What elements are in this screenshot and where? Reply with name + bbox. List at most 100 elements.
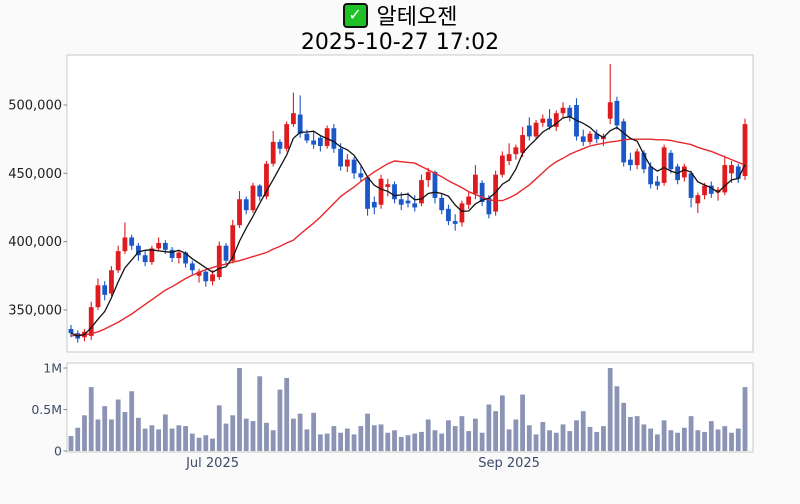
volume-bar bbox=[493, 411, 499, 451]
candle-up bbox=[661, 147, 667, 183]
stock-title: 알테오젠 bbox=[376, 5, 458, 30]
candle-up bbox=[742, 124, 748, 177]
candle-down bbox=[183, 252, 188, 264]
volume-tick-label: 0 bbox=[54, 444, 62, 459]
candle-down bbox=[311, 140, 317, 145]
price-axis-labels: 500,000 450,000 400,000 350,000 bbox=[8, 99, 67, 318]
volume-bar bbox=[95, 419, 101, 451]
candle-up bbox=[95, 285, 101, 308]
volume-bar bbox=[102, 406, 108, 451]
candle-up bbox=[681, 166, 687, 178]
volume-bar bbox=[284, 377, 290, 451]
candle-down bbox=[439, 197, 445, 211]
volume-bar bbox=[553, 432, 559, 451]
volume-bar bbox=[392, 430, 397, 451]
candle-up bbox=[291, 113, 296, 125]
candle-up bbox=[499, 155, 505, 175]
volume-bar bbox=[264, 422, 269, 451]
candle-down bbox=[317, 137, 323, 146]
candle-up bbox=[466, 196, 472, 205]
volume-bar bbox=[439, 433, 445, 451]
volume-bar bbox=[695, 430, 701, 451]
date-tick-label: Jul 2025 bbox=[185, 456, 239, 471]
volume-bar bbox=[68, 436, 74, 451]
candle-down bbox=[432, 171, 438, 198]
volume-bar bbox=[257, 376, 263, 451]
candle-down bbox=[648, 166, 654, 185]
volume-bar bbox=[594, 431, 600, 451]
volume-bar bbox=[526, 425, 532, 451]
candle-down bbox=[68, 329, 74, 334]
candle-down bbox=[297, 114, 303, 134]
candle-up bbox=[587, 133, 593, 142]
volume-bar bbox=[466, 431, 472, 451]
candle-up bbox=[425, 171, 431, 181]
volume-bar bbox=[88, 387, 94, 451]
volume-bar bbox=[587, 426, 593, 451]
volume-bar bbox=[338, 432, 343, 451]
volume-bar bbox=[681, 427, 687, 451]
volume-bar bbox=[486, 404, 492, 451]
volume-bar bbox=[520, 394, 525, 451]
candle-down bbox=[304, 133, 310, 141]
ma-short-path bbox=[70, 116, 746, 337]
ma-short-line bbox=[70, 116, 746, 337]
price-tick-label: 350,000 bbox=[8, 303, 62, 318]
candle-up bbox=[540, 118, 546, 123]
volume-bar bbox=[702, 431, 707, 451]
volume-bar bbox=[311, 412, 317, 451]
price-plot-area bbox=[66, 54, 754, 353]
volume-bar bbox=[109, 419, 114, 451]
candle-up bbox=[230, 225, 236, 261]
volume-bar bbox=[661, 420, 667, 451]
candle-down bbox=[708, 185, 714, 194]
volume-bar bbox=[297, 413, 303, 451]
price-tick-label: 400,000 bbox=[8, 235, 62, 250]
candle-down bbox=[641, 152, 647, 170]
candle-up bbox=[344, 159, 350, 167]
candle-up bbox=[210, 274, 215, 282]
volume-bar bbox=[412, 433, 418, 451]
volume-bar bbox=[142, 428, 148, 451]
volume-bar bbox=[344, 428, 350, 451]
candle-down bbox=[547, 118, 552, 127]
candle-up bbox=[513, 147, 519, 155]
volume-bar bbox=[365, 413, 370, 451]
volume-bar bbox=[216, 405, 222, 451]
volume-bar bbox=[270, 430, 276, 451]
candle-down bbox=[398, 199, 404, 205]
volume-bar bbox=[607, 368, 613, 451]
candle-up bbox=[553, 113, 559, 127]
volume-bar bbox=[189, 433, 195, 451]
volume-tick-label: 1M bbox=[43, 361, 62, 376]
candle-down bbox=[189, 263, 195, 271]
candle-up bbox=[473, 174, 478, 194]
candlesticks bbox=[68, 64, 748, 343]
volume-bar bbox=[688, 416, 694, 451]
volume-bar bbox=[82, 415, 87, 451]
volume-bar bbox=[156, 429, 162, 451]
candle-down bbox=[102, 285, 108, 295]
candle-down bbox=[594, 133, 600, 140]
volume-bar bbox=[735, 428, 741, 451]
candle-down bbox=[243, 199, 249, 211]
candle-up bbox=[196, 271, 202, 276]
volume-bar bbox=[351, 434, 357, 451]
candle-down bbox=[486, 197, 492, 215]
date-axis-labels: Jul 2025 Sep 2025 bbox=[185, 456, 540, 471]
volume-bar bbox=[122, 411, 128, 451]
volume-bar bbox=[473, 418, 478, 451]
volume-bar bbox=[304, 429, 310, 451]
timestamp: 2025-10-27 17:02 bbox=[300, 30, 500, 55]
candle-down bbox=[331, 128, 337, 149]
candle-down bbox=[392, 184, 397, 200]
candle-up bbox=[109, 270, 114, 294]
checkmark-icon: ✓ bbox=[342, 2, 368, 28]
volume-bar bbox=[317, 434, 323, 451]
candle-up bbox=[634, 151, 640, 166]
volume-bar bbox=[425, 419, 431, 451]
volume-bar bbox=[230, 415, 236, 451]
candle-up bbox=[88, 307, 94, 336]
volume-bar bbox=[668, 430, 674, 451]
volume-bar bbox=[223, 423, 229, 451]
